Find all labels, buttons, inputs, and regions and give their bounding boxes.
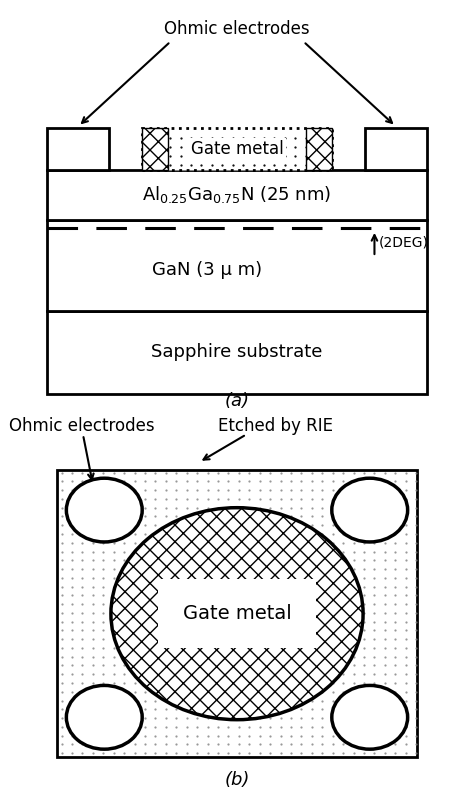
Circle shape	[332, 478, 408, 542]
Text: (b): (b)	[224, 771, 250, 789]
Bar	[57, 470, 417, 757]
Bar	[142, 128, 168, 170]
Bar	[47, 220, 427, 311]
Bar	[365, 128, 427, 170]
Bar	[158, 579, 316, 648]
Text: Gate metal: Gate metal	[191, 140, 283, 158]
Text: Ohmic electrodes: Ohmic electrodes	[9, 418, 155, 435]
Text: Etched by RIE: Etched by RIE	[218, 418, 333, 435]
Circle shape	[332, 685, 408, 749]
Bar	[47, 170, 427, 220]
Bar	[47, 128, 109, 170]
Text: GaN (3 μ m): GaN (3 μ m)	[152, 261, 262, 279]
Text: (2DEG): (2DEG)	[378, 235, 428, 249]
Circle shape	[111, 508, 363, 720]
Text: Gate metal: Gate metal	[182, 604, 292, 623]
Bar	[306, 128, 332, 170]
Bar	[142, 128, 332, 170]
Circle shape	[66, 478, 142, 542]
Text: Sapphire substrate: Sapphire substrate	[151, 344, 323, 361]
Circle shape	[66, 685, 142, 749]
Bar	[47, 311, 427, 394]
Text: (a): (a)	[225, 392, 249, 410]
Text: Ohmic electrodes: Ohmic electrodes	[164, 20, 310, 38]
Text: Al$_{0.25}$Ga$_{0.75}$N (25 nm): Al$_{0.25}$Ga$_{0.75}$N (25 nm)	[142, 184, 332, 206]
